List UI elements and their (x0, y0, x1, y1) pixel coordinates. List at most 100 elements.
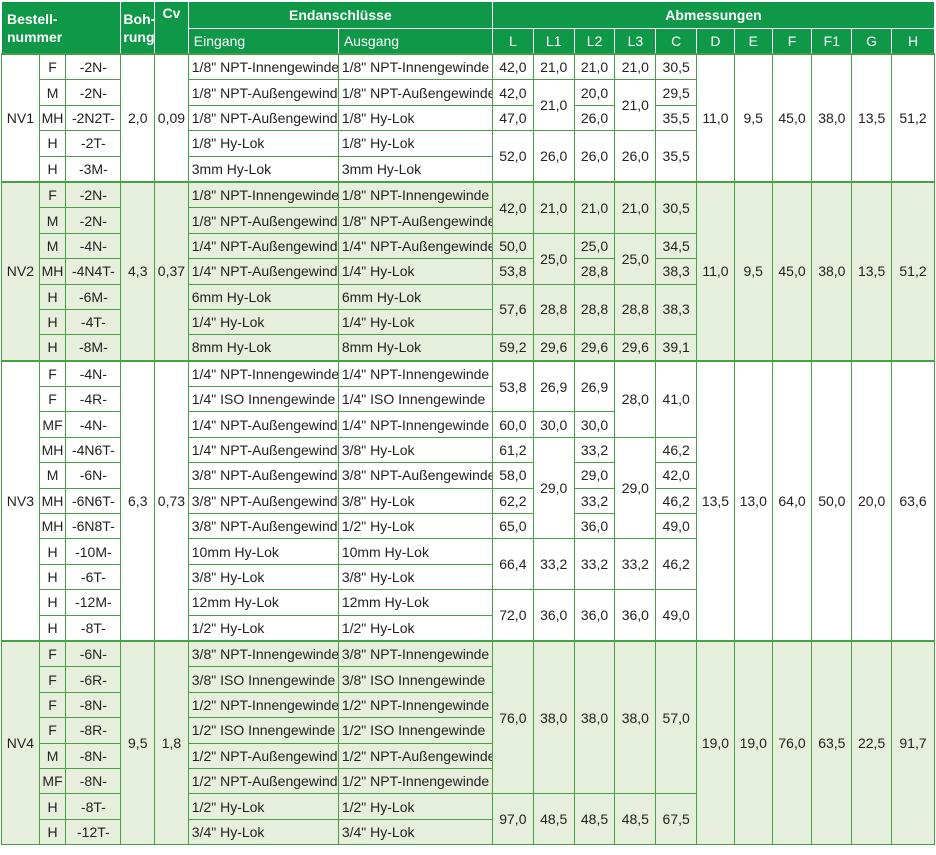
eingang-cell: 1/2" NPT-Außengewinde (187, 767, 339, 795)
dim-l-cell: 52,0 (491, 130, 534, 183)
ausgang-cell: 1/2" Hy-Lok (337, 513, 493, 540)
dim-l1-cell: 21,0 (532, 180, 575, 234)
ausgang-cell: 1/8" NPT-Innengewinde (337, 53, 493, 81)
code-cell: -6N- (65, 639, 122, 668)
dim-l3-cell: 29,0 (614, 436, 657, 540)
table-row: H -8M- 8mm Hy-Lok 8mm Hy-Lok 59,2 29,6 29,6 29,… (2, 334, 935, 362)
dim-l2-cell: 29,0 (573, 462, 616, 489)
dim-f1-cell: 63,5 (811, 639, 853, 846)
eingang-cell: 3/8" NPT-Innengewinde (187, 639, 339, 668)
eingang-cell: 3/8" Hy-Lok (187, 563, 339, 591)
table-row: H -8T- 1/2" Hy-Lok 1/2" Hy-Lok 97,0 48,5 48,5 4… (2, 793, 935, 846)
dim-c-cell: 29,5 (655, 79, 698, 106)
dim-l-cell: 66,4 (491, 538, 534, 591)
type-cell: MH (38, 513, 67, 540)
dim-l2-cell: 28,8 (573, 258, 616, 285)
ausgang-cell: 1/2" NPT-Innengewinde (337, 767, 493, 795)
table-row: H -4T- 1/4" Hy-Lok 1/4" Hy-Lok (2, 308, 935, 336)
dim-l2-cell: 48,5 (573, 793, 616, 846)
ausgang-cell: 3/8" Hy-Lok (337, 436, 493, 464)
dim-l3-cell: 29,6 (614, 334, 657, 362)
table-row: M -2N- 1/8" NPT-Außengewinde 1/8" NPT-Außen… (2, 207, 935, 234)
dim-l2-cell: 21,0 (573, 180, 616, 234)
ausgang-cell: 3/8" NPT-Innengewinde (337, 639, 493, 668)
bohrung-cell: 6,3 (120, 359, 156, 642)
ausgang-cell: 3/8" NPT-Außengewinde (337, 462, 493, 489)
eingang-cell: 1/8" NPT-Außengewinde (187, 104, 339, 132)
dim-h-cell: 51,2 (891, 53, 935, 183)
table-row: M -6N- 3/8" NPT-Außengewinde 3/8" NPT-Außen… (2, 462, 935, 489)
series-cell: NV2 (1, 180, 40, 362)
code-cell: -8R- (65, 717, 122, 744)
dim-l1-cell: 26,9 (532, 359, 575, 413)
cv-cell: 0,73 (154, 359, 189, 642)
table-row: F -6R- 3/8" ISO Innengewinde 3/8" ISO Innen… (2, 666, 935, 693)
ausgang-cell: 1/2" Hy-Lok (337, 614, 493, 642)
table-row: MH -4N6T- 1/4" NPT-Außengewinde 3/8" Hy-Lok… (2, 436, 935, 540)
table-row: H -3M- 3mm Hy-Lok 3mm Hy-Lok (2, 155, 935, 183)
table-row: MH -6N8T- 3/8" NPT-Außengewinde 1/2" Hy-Lok… (2, 513, 935, 540)
code-cell: -8T- (65, 793, 122, 820)
code-cell: -4N- (65, 232, 122, 260)
code-cell: -2T- (65, 130, 122, 157)
eingang-cell: 12mm Hy-Lok (187, 589, 339, 616)
dim-d-cell: 13,5 (696, 359, 735, 642)
header-bohrung: Boh- rung (120, 1, 156, 55)
ausgang-cell: 1/8" NPT-Außengewinde (337, 79, 493, 106)
eingang-cell: 3mm Hy-Lok (187, 155, 339, 183)
dim-c-cell: 30,5 (655, 180, 698, 234)
type-cell: MF (38, 411, 67, 438)
dim-l2-cell: 21,0 (573, 53, 616, 81)
code-cell: -4R- (65, 386, 122, 413)
table-row: F -8R- 1/2" ISO Innengewinde 1/2" ISO Innen… (2, 717, 935, 744)
series-cell: NV4 (1, 639, 40, 846)
header-dim-g: G (851, 28, 893, 55)
type-cell: F (38, 53, 67, 81)
dim-e-cell: 19,0 (733, 639, 773, 846)
type-cell: F (38, 691, 67, 719)
dim-c-cell: 38,3 (655, 283, 698, 336)
eingang-cell: 1/4" NPT-Innengewinde (187, 359, 339, 388)
cv-cell: 0,37 (154, 180, 189, 362)
eingang-cell: 1/4" Hy-Lok (187, 308, 339, 336)
code-cell: -6M- (65, 283, 122, 310)
ausgang-cell: 1/4" Hy-Lok (337, 258, 493, 285)
dim-l2-cell: 36,0 (573, 513, 616, 540)
bohrung-cell: 4,3 (120, 180, 156, 362)
header-dim-c: C (655, 28, 698, 55)
dim-c-cell: 41,0 (655, 359, 698, 438)
type-cell: H (38, 614, 67, 642)
table-row: M -4N- 1/4" NPT-Außengewinde 1/4" NPT-Außen… (2, 232, 935, 285)
ausgang-cell: 1/8" Hy-Lok (337, 130, 493, 157)
table-row: H -12M- 12mm Hy-Lok 12mm Hy-Lok 72,0 36,0 36,0… (2, 589, 935, 642)
dim-c-cell: 35,5 (655, 130, 698, 183)
bohrung-cell: 9,5 (120, 639, 156, 846)
eingang-cell: 1/8" Hy-Lok (187, 130, 339, 157)
eingang-cell: 3/8" NPT-Außengewinde (187, 487, 339, 515)
dim-l2-cell: 33,2 (573, 436, 616, 464)
dim-l1-cell: 21,0 (532, 53, 575, 81)
dim-c-cell: 42,0 (655, 462, 698, 489)
code-cell: -8N- (65, 691, 122, 719)
ausgang-cell: 3mm Hy-Lok (337, 155, 493, 183)
header-dim-l3: L3 (614, 28, 657, 55)
dim-l2-cell: 38,0 (573, 639, 616, 795)
code-cell: -4N- (65, 359, 122, 388)
dim-l3-cell: 21,0 (614, 79, 657, 132)
header-bestellnummer: Bestell- nummer (0, 1, 122, 55)
type-cell: MH (38, 487, 67, 515)
type-cell: F (38, 639, 67, 668)
code-cell: -4T- (65, 308, 122, 336)
type-cell: H (38, 308, 67, 336)
dim-e-cell: 13,0 (733, 359, 773, 642)
eingang-cell: 1/4" NPT-Außengewinde (187, 411, 339, 438)
type-cell: H (38, 538, 67, 565)
code-cell: -4N- (65, 411, 122, 438)
dim-l3-cell: 26,0 (614, 130, 657, 183)
ausgang-cell: 1/8" NPT-Innengewinde (337, 180, 493, 209)
code-cell: -4N6T- (65, 436, 122, 464)
ausgang-cell: 6mm Hy-Lok (337, 283, 493, 310)
table-row: MH -2N2T- 1/8" NPT-Außengewinde 1/8" Hy-Lok… (2, 104, 935, 132)
dim-c-cell: 67,5 (655, 793, 698, 846)
ausgang-cell: 3/4" Hy-Lok (337, 818, 493, 846)
